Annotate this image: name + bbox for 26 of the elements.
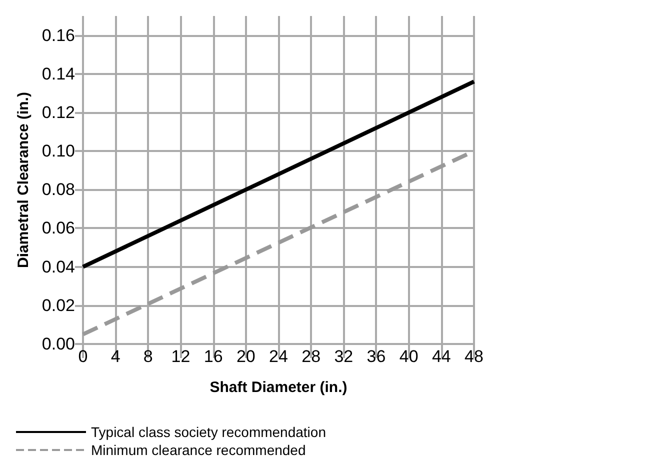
y-tick-label: 0.12 — [42, 102, 75, 122]
y-tick-label: 0.02 — [42, 296, 75, 315]
x-tick-label: 40 — [399, 347, 418, 366]
x-tick-label: 20 — [236, 347, 256, 366]
x-tick-label: 44 — [432, 347, 451, 366]
x-tick-label: 8 — [143, 347, 153, 366]
x-tick-label: 48 — [464, 347, 484, 366]
x-tick-label: 4 — [110, 347, 120, 366]
x-tick-label: 32 — [334, 347, 354, 366]
y-tick-label: 0.08 — [42, 180, 75, 200]
y-tick-label: 0.06 — [42, 218, 75, 238]
x-axis-title: Shaft Diameter (in.) — [210, 379, 348, 396]
legend-label: Minimum clearance recommended — [91, 442, 306, 458]
x-tick-label: 0 — [78, 347, 88, 366]
y-tick-label: 0.16 — [42, 26, 75, 45]
y-tick-label: 0.00 — [42, 334, 75, 354]
y-tick-label: 0.04 — [42, 257, 75, 276]
y-tick-label: 0.14 — [42, 64, 75, 84]
x-tick-label: 28 — [302, 347, 321, 366]
x-tick-label: 24 — [269, 347, 288, 366]
y-axis-title: Diametral Clearance (in.) — [15, 92, 32, 268]
legend-label: Typical class society recommendation — [91, 424, 326, 440]
x-tick-label: 36 — [366, 347, 386, 366]
x-tick-label: 16 — [204, 347, 223, 366]
x-tick-label: 12 — [171, 347, 190, 366]
y-tick-label: 0.10 — [42, 142, 75, 161]
